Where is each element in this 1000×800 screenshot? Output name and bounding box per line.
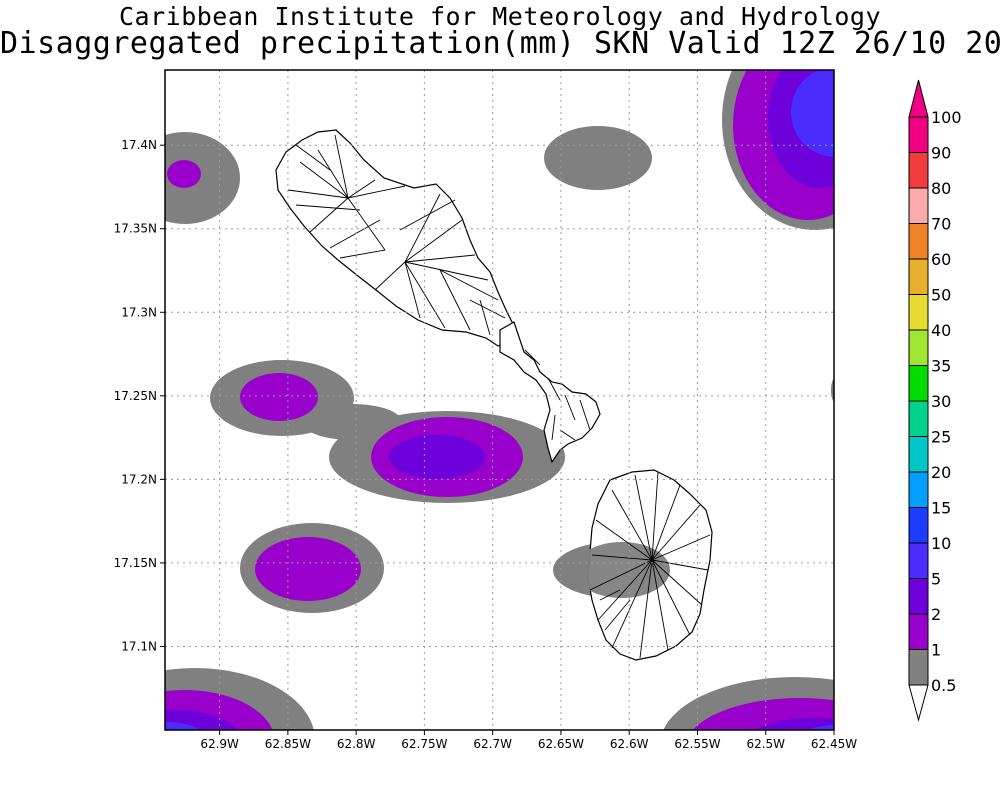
legend-label: 70 <box>931 215 951 234</box>
legend-swatch <box>908 436 929 473</box>
x-axis: 62.9W 62.85W 62.8W 62.75W 62.7W 62.65W 62.6W 62… <box>200 730 857 751</box>
legend-swatch <box>908 471 929 508</box>
legend-swatch <box>908 542 929 579</box>
legend-label: 0.5 <box>931 676 956 695</box>
contour-violet-west-center <box>389 435 485 479</box>
legend-label: 2 <box>931 605 941 624</box>
contour-gray-west-band-neck <box>302 404 402 440</box>
legend-swatch <box>908 294 929 331</box>
y-tick-label: 17.2N <box>121 472 157 486</box>
contour-purple-southwest <box>255 537 361 601</box>
x-tick-label: 62.6W <box>610 737 649 751</box>
map-subtitle: Disaggregated precipitation(mm) SKN Vali… <box>0 26 1000 61</box>
x-tick-label: 62.65W <box>538 737 584 751</box>
legend-swatch <box>908 507 929 544</box>
contour-gray-east-edge <box>831 378 834 402</box>
legend-swatch <box>908 329 929 366</box>
precipitation-contours <box>165 70 834 730</box>
island-st-kitts <box>275 129 601 464</box>
legend-swatch <box>908 258 929 295</box>
x-tick-label: 62.85W <box>265 737 311 751</box>
contour-blue-northeast <box>791 70 834 157</box>
legend-swatch <box>908 400 929 437</box>
legend-label: 1 <box>931 641 941 660</box>
legend-label: 5 <box>931 570 941 589</box>
nevis-drainage <box>589 471 711 659</box>
legend-bottom-arrow <box>908 684 929 722</box>
legend-swatch <box>908 578 929 615</box>
legend-swatch <box>908 613 929 650</box>
y-tick-label: 17.15N <box>114 556 157 570</box>
plot-frame <box>164 69 835 731</box>
legend-label: 10 <box>931 534 951 553</box>
legend-label: 35 <box>931 357 951 376</box>
x-tick-label: 62.7W <box>473 737 512 751</box>
legend-swatch <box>908 649 929 686</box>
contour-violet-bottom-right <box>754 718 834 730</box>
y-tick-label: 17.3N <box>121 305 157 319</box>
contour-purple-west-dot <box>167 160 201 188</box>
x-tick-label: 62.9W <box>200 737 239 751</box>
legend-swatch <box>908 365 929 402</box>
legend-swatch <box>908 116 929 153</box>
legend-label: 40 <box>931 321 951 340</box>
x-tick-label: 62.45W <box>811 737 857 751</box>
st-kitts-coastline <box>275 129 515 347</box>
y-tick-label: 17.1N <box>121 639 157 653</box>
y-tick-label: 17.4N <box>121 138 157 152</box>
legend-label: 50 <box>931 286 951 305</box>
x-tick-label: 62.5W <box>746 737 785 751</box>
map-title: Caribbean Institute for Meteorology and … <box>118 2 881 31</box>
contour-blue-bottom-left <box>165 722 201 730</box>
legend-swatch <box>908 152 929 189</box>
x-tick-label: 62.8W <box>337 737 376 751</box>
contour-purple-west-a <box>240 373 318 421</box>
contour-blue-layer <box>165 70 834 730</box>
contour-purple-bottom-left <box>165 690 273 730</box>
y-tick-label: 17.25N <box>114 389 157 403</box>
st-kitts-drainage <box>287 134 591 441</box>
contour-blue-bottom-right <box>807 725 834 730</box>
legend-label: 25 <box>931 428 951 447</box>
y-axis: 17.1N 17.15N 17.2N 17.25N 17.3N 17.35N 17.4N <box>114 138 165 653</box>
legend-label: 90 <box>931 144 951 163</box>
legend-label: 100 <box>931 108 962 127</box>
legend-label: 20 <box>931 463 951 482</box>
legend-label: 30 <box>931 392 951 411</box>
st-kitts-peninsula <box>499 321 601 464</box>
contour-gray-north-center <box>544 126 652 190</box>
y-tick-label: 17.35N <box>114 222 157 236</box>
legend-label: 80 <box>931 179 951 198</box>
legend-label: 60 <box>931 250 951 269</box>
x-tick-label: 62.75W <box>401 737 447 751</box>
legend-top-arrow <box>908 79 929 118</box>
contour-gray-bottom-left <box>165 668 314 730</box>
legend-swatch <box>908 223 929 260</box>
legend-swatch <box>908 187 929 224</box>
contour-gray-west-edge <box>165 132 240 224</box>
legend-label: 15 <box>931 499 951 518</box>
island-nevis <box>574 469 713 661</box>
x-tick-label: 62.55W <box>674 737 720 751</box>
